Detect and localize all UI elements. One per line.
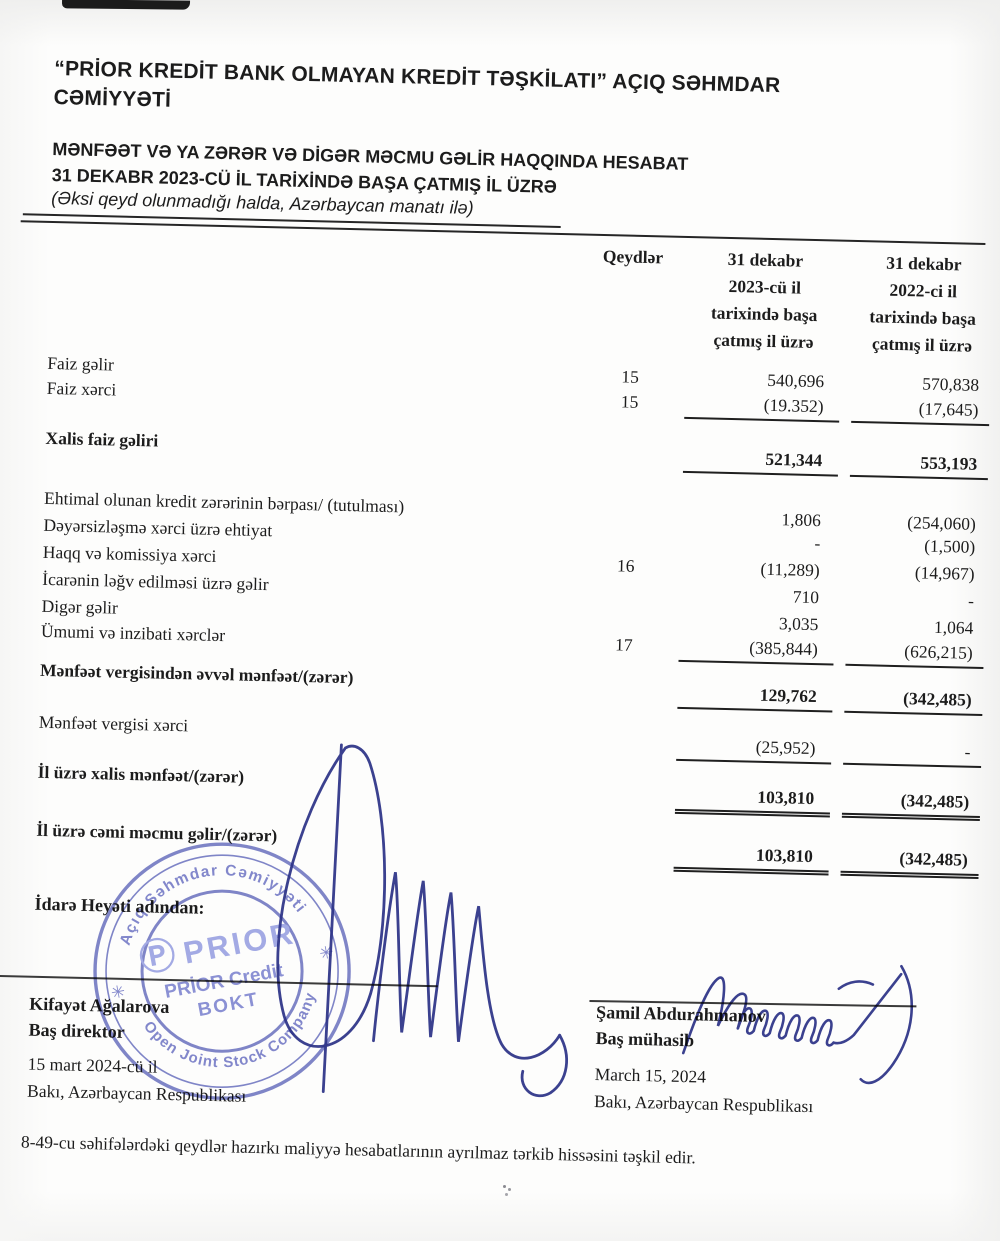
- right-signatory-block: Şamil Abdurahmanov Baş mühasib March 15,…: [594, 999, 816, 1120]
- prior-logo-word: PRIOR: [181, 915, 299, 970]
- table-row: Xalis faiz gəliri 521,344 553,193: [45, 427, 989, 481]
- left-signatory-title: Baş direktor: [28, 1019, 126, 1042]
- table-row: İl üzrə cəmi məcmu gəlir/(zərər) 103,810…: [36, 819, 980, 879]
- column-header-2023: 31 dekabr 2023-cü il tarixində başa çatm…: [710, 248, 818, 352]
- left-signature-line: [0, 974, 438, 988]
- table-header-row: Qeydlər 31 dekabr 2023-cü il tarixində b…: [48, 230, 993, 360]
- scan-speck-artifact: [503, 1185, 506, 1188]
- prior-logo-icon: Ⓟ: [136, 933, 179, 980]
- left-signatory-block: Kifayət Ağalarova Baş direktor 15 mart 2…: [27, 991, 249, 1110]
- company-title: “PRİOR KREDİT BANK OLMAYAN KREDİT TƏŞKİL…: [53, 54, 781, 129]
- column-header-notes: Qeydlər: [602, 245, 664, 268]
- column-header-2022: 31 dekabr 2022-ci il tarixində başa çatm…: [869, 252, 977, 356]
- left-signature-place: Bakı, Azərbaycan Respublikası: [26, 1080, 247, 1106]
- table-row: Mənfəət vergisindən əvvəl mənfəət/(zərər…: [40, 659, 984, 717]
- stamp-prior-logo: Ⓟ PRIOR: [136, 910, 299, 979]
- right-signatory-title: Baş mühasib: [595, 1028, 695, 1051]
- table-row: Mənfəət vergisi xərci (25,952) -: [38, 711, 982, 769]
- footer-note: 8-49-cu səhifələrdəki qeydlər hazırkı ma…: [20, 1131, 697, 1168]
- stamp-right-star-icon: ✳: [318, 942, 336, 963]
- right-signature-place: Bakı, Azərbaycan Respublikası: [593, 1090, 814, 1117]
- scan-artifact-mark: [61, 0, 191, 10]
- document-sheet: “PRİOR KREDİT BANK OLMAYAN KREDİT TƏŞKİL…: [0, 38, 1000, 1225]
- table-row: İl üzrə xalis mənfəət/(zərər) 103,810 (3…: [37, 761, 981, 822]
- board-signature-heading: İdarə Heyəti adından:: [34, 893, 205, 918]
